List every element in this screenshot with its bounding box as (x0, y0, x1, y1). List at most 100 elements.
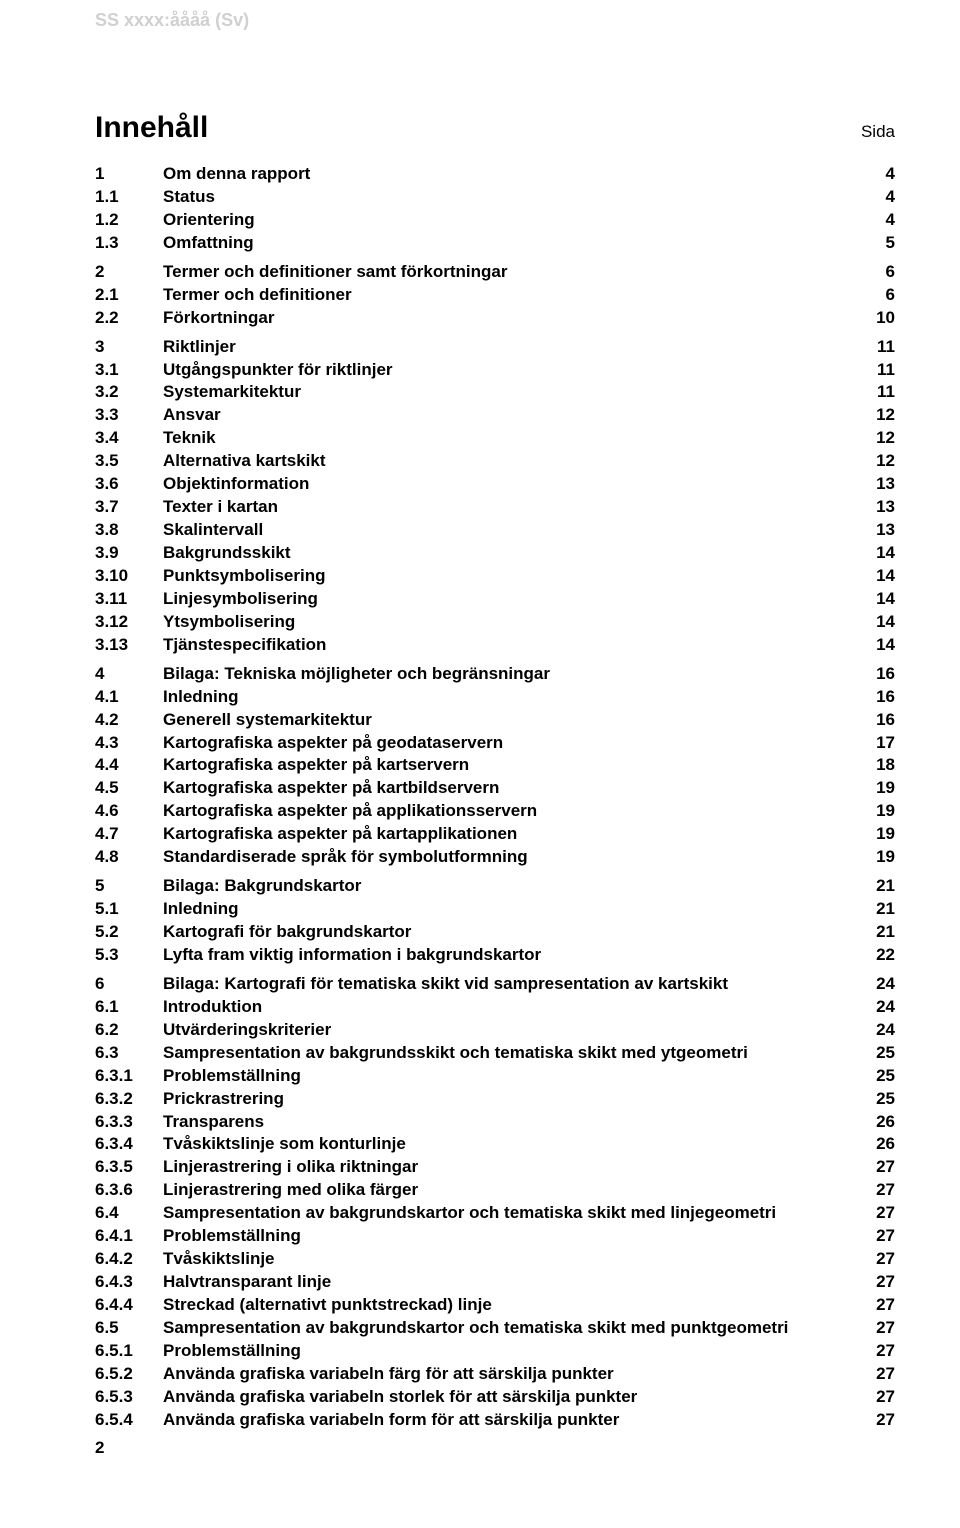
toc-row: 6.5.2Använda grafiska variabeln färg för… (95, 1363, 895, 1386)
toc-entry-title: Kartografiska aspekter på applikationsse… (163, 800, 537, 823)
toc-entry-title: Lyfta fram viktig information i bakgrund… (163, 944, 541, 967)
toc-entry-page: 12 (871, 450, 895, 473)
toc-entry-page: 12 (871, 427, 895, 450)
toc-entry-number: 1 (95, 163, 163, 186)
toc-entry-number: 4 (95, 663, 163, 686)
toc-entry-number: 5.3 (95, 944, 163, 967)
toc-entry-number: 4.4 (95, 754, 163, 777)
toc-entry-page: 26 (871, 1111, 895, 1134)
toc-entry-page: 27 (871, 1202, 895, 1225)
toc-entry-page: 25 (871, 1088, 895, 1111)
toc-row: 3.2Systemarkitektur11 (95, 381, 895, 404)
toc-entry-number: 3.6 (95, 473, 163, 496)
toc-entry-title: Problemställning (163, 1340, 301, 1363)
toc-row: 6.3.2Prickrastrering 25 (95, 1088, 895, 1111)
toc-entry-title: Tjänstespecifikation (163, 634, 326, 657)
toc-entry-page: 27 (871, 1271, 895, 1294)
toc-entry-number: 3.12 (95, 611, 163, 634)
toc-entry-page: 27 (871, 1340, 895, 1363)
toc-entry-page: 6 (871, 284, 895, 307)
page-number: 2 (95, 1438, 895, 1458)
toc-row: 1Om denna rapport4 (95, 163, 895, 186)
toc-entry-number: 6.4.3 (95, 1271, 163, 1294)
toc-row: 6.3Sampresentation av bakgrundsskikt och… (95, 1042, 895, 1065)
toc-row: 1.2Orientering4 (95, 209, 895, 232)
toc-entry-page: 17 (871, 732, 895, 755)
toc-entry-title: Linjerastrering med olika färger (163, 1179, 418, 1202)
toc-row: 3.1Utgångspunkter för riktlinjer11 (95, 359, 895, 382)
toc-row: 4.5Kartografiska aspekter på kartbildser… (95, 777, 895, 800)
toc-row: 6.4.2Tvåskiktslinje27 (95, 1248, 895, 1271)
toc-entry-title: Prickrastrering (163, 1088, 284, 1111)
toc-entry-page: 18 (871, 754, 895, 777)
toc-entry-page: 14 (871, 542, 895, 565)
toc-row: 2.1Termer och definitioner6 (95, 284, 895, 307)
toc-row: 3.8Skalintervall13 (95, 519, 895, 542)
toc-entry-page: 13 (871, 519, 895, 542)
toc-row: 4.3Kartografiska aspekter på geodataserv… (95, 732, 895, 755)
toc-entry-number: 1.1 (95, 186, 163, 209)
toc-row: 6.2Utvärderingskriterier24 (95, 1019, 895, 1042)
table-of-contents: 1Om denna rapport41.1Status41.2Orienteri… (95, 163, 895, 1432)
toc-entry-page: 25 (871, 1042, 895, 1065)
toc-entry-title: Bilaga: Kartografi för tematiska skikt v… (163, 973, 728, 996)
toc-group: 6Bilaga: Kartografi för tematiska skikt … (95, 973, 895, 1432)
toc-entry-title: Termer och definitioner (163, 284, 352, 307)
toc-entry-number: 6.4.1 (95, 1225, 163, 1248)
toc-entry-number: 6.4.4 (95, 1294, 163, 1317)
sida-label: Sida (861, 122, 895, 142)
toc-row: 3.6Objektinformation13 (95, 473, 895, 496)
toc-entry-page: 27 (871, 1225, 895, 1248)
toc-entry-number: 6.4.2 (95, 1248, 163, 1271)
toc-entry-number: 6.3.2 (95, 1088, 163, 1111)
toc-entry-page: 21 (871, 921, 895, 944)
toc-entry-page: 14 (871, 611, 895, 634)
toc-entry-page: 21 (871, 875, 895, 898)
toc-row: 3.9Bakgrundsskikt14 (95, 542, 895, 565)
toc-entry-number: 6.3 (95, 1042, 163, 1065)
toc-entry-page: 26 (871, 1133, 895, 1156)
toc-row: 3.5Alternativa kartskikt12 (95, 450, 895, 473)
toc-entry-number: 3.1 (95, 359, 163, 382)
toc-entry-title: Streckad (alternativt punktstreckad) lin… (163, 1294, 492, 1317)
toc-row: 5.3Lyfta fram viktig information i bakgr… (95, 944, 895, 967)
toc-entry-title: Inledning (163, 686, 239, 709)
toc-entry-number: 2 (95, 261, 163, 284)
toc-row: 6.4.1Problemställning27 (95, 1225, 895, 1248)
page-title: Innehåll (95, 111, 208, 145)
toc-entry-title: Skalintervall (163, 519, 263, 542)
toc-entry-title: Termer och definitioner samt förkortning… (163, 261, 507, 284)
toc-row: 6.5Sampresentation av bakgrundskartor oc… (95, 1317, 895, 1340)
toc-row: 3.12Ytsymbolisering14 (95, 611, 895, 634)
toc-entry-number: 6.3.6 (95, 1179, 163, 1202)
toc-entry-title: Tvåskiktslinje som konturlinje (163, 1133, 406, 1156)
toc-entry-number: 3.5 (95, 450, 163, 473)
toc-entry-title: Linjesymbolisering (163, 588, 318, 611)
toc-entry-title: Utgångspunkter för riktlinjer (163, 359, 393, 382)
toc-row: 1.3Omfattning5 (95, 232, 895, 255)
toc-entry-title: Problemställning (163, 1065, 301, 1088)
toc-entry-number: 3.11 (95, 588, 163, 611)
toc-entry-number: 6.3.3 (95, 1111, 163, 1134)
toc-entry-page: 24 (871, 973, 895, 996)
toc-entry-number: 3.2 (95, 381, 163, 404)
toc-entry-title: Tvåskiktslinje (163, 1248, 275, 1271)
toc-entry-page: 4 (871, 163, 895, 186)
toc-entry-title: Bilaga: Bakgrundskartor (163, 875, 361, 898)
toc-entry-page: 11 (871, 336, 895, 359)
toc-entry-title: Standardiserade språk för symbolutformni… (163, 846, 528, 869)
toc-entry-title: Bilaga: Tekniska möjligheter och begräns… (163, 663, 550, 686)
toc-row: 6.3.3Transparens26 (95, 1111, 895, 1134)
toc-entry-number: 4.2 (95, 709, 163, 732)
toc-entry-page: 25 (871, 1065, 895, 1088)
toc-entry-title: Kartografiska aspekter på kartbildserver… (163, 777, 499, 800)
document-id: SS xxxx:åååå (Sv) (95, 10, 895, 31)
toc-entry-number: 3.4 (95, 427, 163, 450)
toc-row: 6.4.4Streckad (alternativt punktstreckad… (95, 1294, 895, 1317)
toc-row: 1.1Status4 (95, 186, 895, 209)
toc-row: 4.7Kartografiska aspekter på kartapplika… (95, 823, 895, 846)
toc-entry-title: Kartografi för bakgrundskartor (163, 921, 411, 944)
toc-entry-number: 2.2 (95, 307, 163, 330)
toc-entry-title: Objektinformation (163, 473, 309, 496)
toc-row: 6.5.3Använda grafiska variabeln storlek … (95, 1386, 895, 1409)
